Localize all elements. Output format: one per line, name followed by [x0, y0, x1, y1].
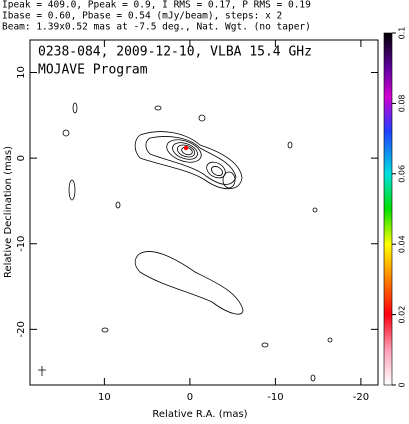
header-line: Ipeak = 409.0, Ppeak = 0.9, I RMS = 0.17…: [2, 0, 311, 11]
y-tick-label: 0: [16, 155, 27, 161]
y-tick-label: 10: [16, 66, 27, 79]
colorbar-tick-label: 0.06: [398, 165, 407, 183]
colorbar-tick-label: 0.08: [398, 94, 407, 112]
plot-frame: [29, 39, 379, 386]
chart-subtitle: MOJAVE Program: [38, 63, 148, 78]
y-axis-label: Relative Declination (mas): [3, 146, 14, 278]
x-tick-label: -10: [267, 392, 283, 403]
colorbar: [383, 32, 393, 386]
colorbar-tick-label: 0.02: [398, 306, 407, 324]
x-tick-label: 0: [187, 392, 193, 403]
y-tick-label: -20: [16, 321, 27, 337]
colorbar-tick-label: 0.1: [398, 27, 407, 40]
colorbar-tick-label: 0: [398, 382, 407, 387]
chart-title: 0238-084, 2009-12-10, VLBA 15.4 GHz: [38, 45, 312, 60]
y-tick-label: -10: [16, 236, 27, 252]
colorbar-tick-label: 0.04: [398, 235, 407, 253]
header-line: Ibase = 0.60, Pbase = 0.54 (mJy/beam), s…: [2, 11, 282, 22]
peak-marker: [183, 145, 189, 151]
x-tick-label: -20: [353, 392, 369, 403]
x-axis-label: Relative R.A. (mas): [152, 409, 247, 420]
x-tick-label: 10: [98, 392, 111, 403]
header-line: Beam: 1.39x0.52 mas at -7.5 deg., Nat. W…: [2, 22, 311, 33]
contours: [38, 102, 333, 382]
